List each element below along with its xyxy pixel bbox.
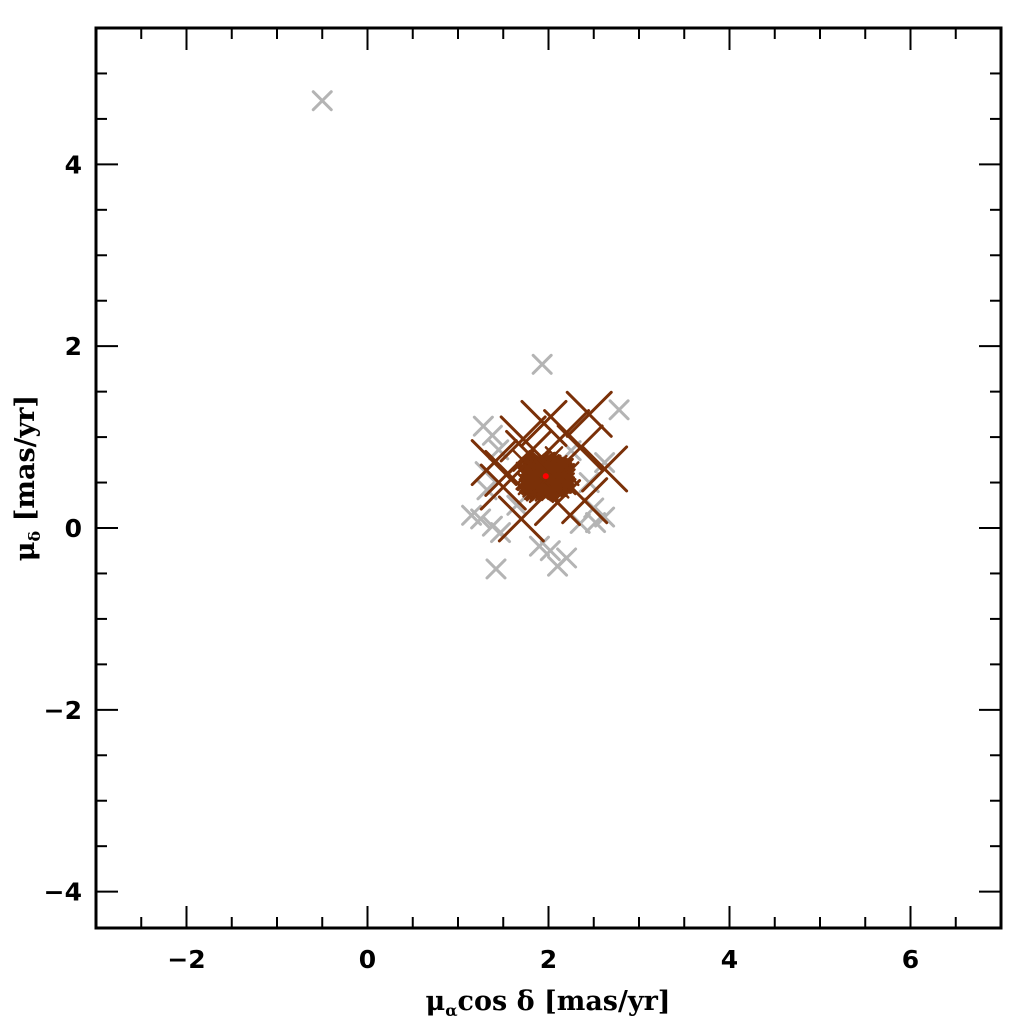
x-axis-rest: cos δ [mas/yr]	[458, 986, 671, 1017]
member-stars-layer	[470, 390, 629, 543]
y-tick-label: 4	[65, 150, 82, 179]
x-axis-title: μαcos δ [mas/yr]	[425, 986, 670, 1020]
member-cloud-layer	[512, 446, 580, 504]
y-tick-label: −2	[44, 696, 82, 725]
field-star-marker	[481, 424, 503, 446]
field-star-marker	[556, 547, 578, 569]
member-star-marker	[497, 495, 545, 543]
member-star-marker	[565, 390, 613, 438]
axis-ticks	[95, 27, 1002, 928]
member-star-marker	[546, 465, 566, 485]
field-star-marker	[311, 90, 333, 112]
member-star-marker	[534, 479, 582, 527]
x-tick-label: 4	[721, 945, 738, 974]
member-star-marker	[505, 429, 553, 477]
field-star-marker	[528, 535, 550, 557]
field-star-marker	[506, 494, 528, 516]
member-star-marker	[479, 463, 527, 511]
field-star-marker	[531, 353, 553, 375]
field-star-marker	[470, 508, 492, 530]
field-star-marker	[485, 558, 507, 580]
y-axis-title: μδ [mas/yr]	[10, 395, 44, 561]
y-tick-label: 2	[65, 332, 82, 361]
y-axis-mu: μ	[10, 541, 41, 561]
field-star-marker	[490, 522, 512, 544]
member-star-marker	[519, 468, 539, 488]
cluster-center-layer	[542, 473, 549, 480]
member-star-marker	[520, 399, 568, 447]
y-tick-labels: −4 −2 0 2 4	[44, 150, 82, 906]
member-star-marker	[556, 424, 604, 472]
x-tick-label: −2	[167, 945, 205, 974]
y-axis-sub: δ	[25, 530, 44, 541]
x-tick-label: 0	[359, 945, 376, 974]
x-tick-label: 6	[902, 945, 919, 974]
x-axis-sub: α	[445, 1001, 457, 1020]
member-star-marker	[537, 459, 557, 479]
y-axis-rest: [mas/yr]	[10, 395, 41, 531]
x-tick-labels: −2 0 2 4 6	[167, 945, 919, 974]
member-star-marker	[470, 439, 518, 487]
cluster-center-marker	[542, 473, 549, 480]
field-star-marker	[608, 399, 630, 421]
member-star-marker	[499, 415, 547, 463]
x-axis-mu: μ	[425, 986, 445, 1017]
field-star-marker	[539, 540, 561, 562]
y-tick-label: −4	[44, 878, 82, 907]
y-tick-label: 0	[65, 514, 82, 543]
x-tick-label: 2	[540, 945, 557, 974]
member-star-marker	[523, 464, 545, 486]
